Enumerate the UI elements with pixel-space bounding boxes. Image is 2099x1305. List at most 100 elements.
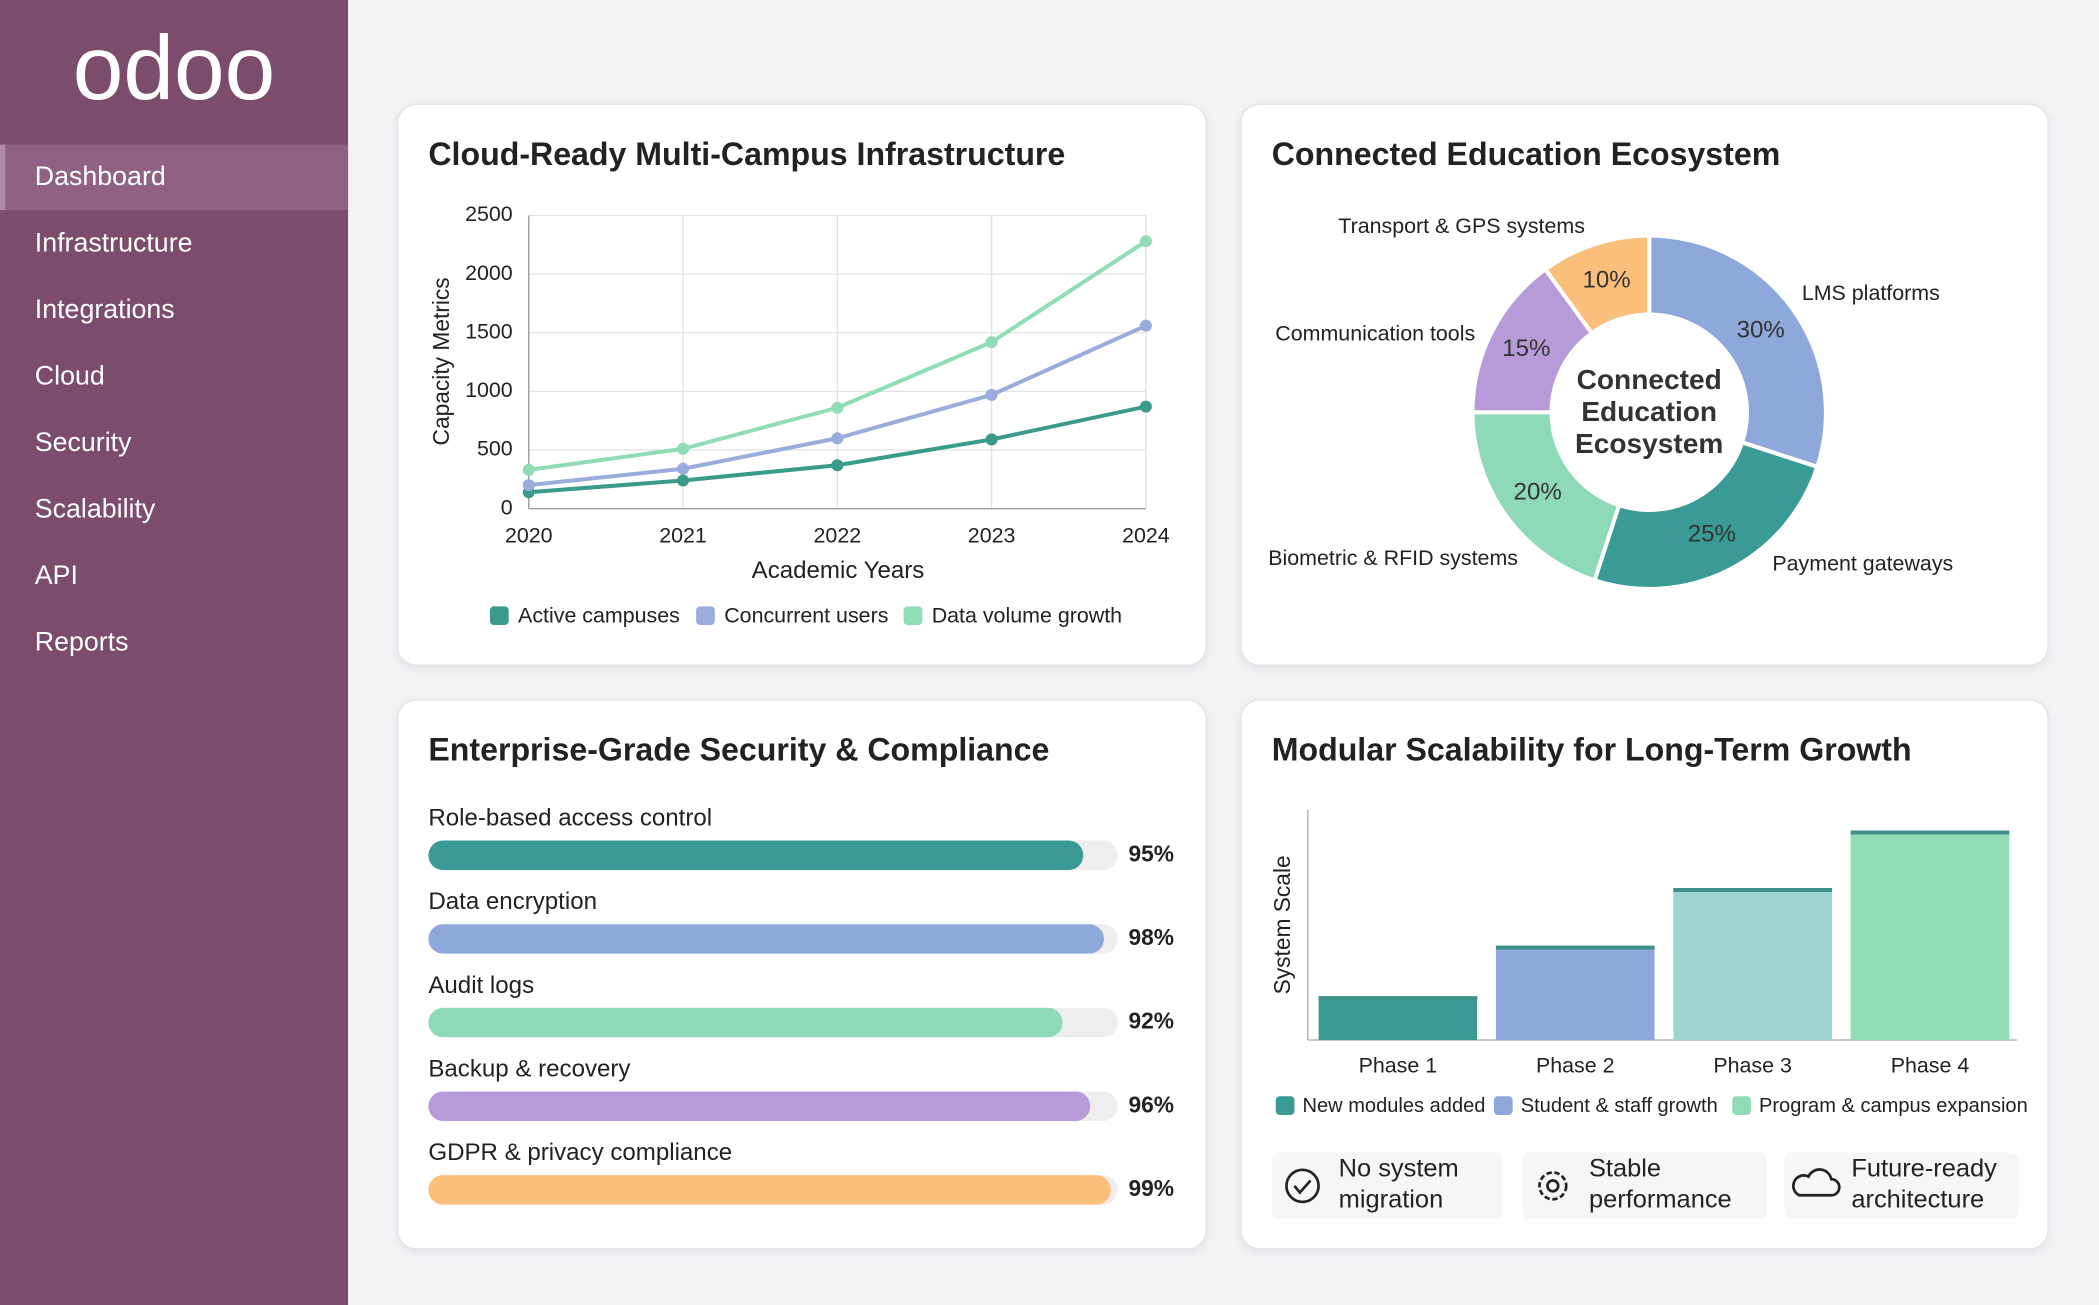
x-tick-label: 2021 [659,523,707,547]
slice-value-label: 10% [1583,266,1631,293]
card-title: Connected Education Ecosystem [1272,136,1781,172]
bar-value-label: 92% [1128,1008,1174,1034]
slice-label: Biometric & RFID systems [1268,546,1518,570]
slice-label: Payment gateways [1772,551,1953,575]
center-label: Connected [1577,364,1722,395]
nav-item[interactable]: Reports [35,627,129,657]
donut-slice [1470,410,1622,583]
bar [1850,830,2010,1040]
center-label: Education [1581,396,1717,427]
nav-menu: Dashboard Infrastructure Integrations Cloud… [0,144,349,657]
legend-swatch [903,606,923,626]
bar-value-label: 96% [1128,1091,1174,1117]
legend-swatch [489,606,509,626]
slice-label: Transport & GPS systems [1338,214,1585,238]
data-point [677,474,690,487]
y-tick-label: 1500 [465,319,513,343]
donut-slice [1542,233,1652,337]
feature-label: migration [1339,1185,1444,1213]
data-point [522,479,535,492]
bar [428,924,1104,954]
bar-value-label: 99% [1128,1175,1174,1201]
x-tick-label: 2023 [968,523,1016,547]
bar-category-label: Role-based access control [428,804,712,831]
nav-item[interactable]: Cloud [35,361,105,391]
slice-label: Communication tools [1275,321,1475,345]
nav-item[interactable]: Integrations [35,294,175,324]
bar [1673,888,1832,1040]
feature-icon [1792,1168,1841,1197]
data-point [677,442,690,455]
sidebar [0,0,349,1305]
nav-item[interactable]: API [35,560,78,590]
feature-label: No system [1339,1155,1459,1183]
feature-label: Stable [1589,1155,1661,1183]
legend-swatch [1275,1096,1295,1115]
bar-value-label: 95% [1128,840,1174,866]
data-point [985,388,998,401]
data-point [985,433,998,446]
nav-active [0,144,349,211]
slice-value-label: 30% [1737,317,1785,344]
y-axis-label: Capacity Metrics [428,277,454,445]
x-tick-label: 2022 [814,523,862,547]
card-title: Enterprise-Grade Security & Compliance [428,732,1049,768]
x-tick-label: 2024 [1122,523,1170,547]
feature-label: Future-ready [1851,1155,1997,1183]
card [396,103,1207,666]
legend-label: Student & staff growth [1521,1095,1718,1117]
slice-value-label: 25% [1688,520,1736,547]
legend-swatch [1493,1096,1513,1115]
nav-active-marker [0,144,6,211]
bar [428,840,1084,870]
bar-category-label: Audit logs [428,972,534,999]
data-point [522,463,535,476]
donut-slice [1647,233,1828,470]
legend-swatch [696,606,715,626]
legend-label: Active campuses [518,604,680,628]
bar [1495,945,1655,1040]
data-point [1139,400,1152,413]
bar-category-label: Data encryption [428,888,597,915]
slice-value-label: 15% [1502,335,1550,362]
data-point [831,401,844,414]
legend-swatch [1732,1096,1751,1115]
nav-item[interactable]: Infrastructure [35,228,193,258]
y-tick-label: 1000 [465,378,513,402]
bar [428,1007,1063,1038]
legend-label: Concurrent users [724,604,888,628]
y-tick-label: 500 [477,437,513,461]
x-tick-label: 2020 [505,523,553,547]
legend-label: Program & campus expansion [1759,1095,2028,1117]
nav-item[interactable]: Scalability [35,494,156,524]
feature-box [1271,1152,1504,1220]
card [1240,103,2049,666]
slice-value-label: 20% [1514,479,1562,506]
bar-category-label: GDPR & privacy compliance [428,1139,732,1166]
bar [428,1091,1091,1121]
logo: odoo [73,18,275,119]
data-point [1139,319,1152,332]
data-point [985,336,998,349]
data-point [831,432,844,445]
feature-icon [1293,1179,1312,1195]
y-tick-label: 2000 [465,261,513,285]
x-axis-label: Academic Years [752,557,925,584]
x-tick-label: Phase 2 [1536,1053,1615,1077]
data-point [677,462,690,475]
x-tick-label: Phase 4 [1891,1053,1970,1077]
card-title: Cloud-Ready Multi-Campus Infrastructure [428,136,1065,172]
bar [428,1175,1111,1205]
x-tick-label: Phase 3 [1713,1053,1792,1077]
donut-slice [1592,439,1820,591]
feature-box [1522,1152,1768,1220]
center-label: Ecosystem [1575,428,1723,459]
legend-label: Data volume growth [932,604,1122,628]
x-tick-label: Phase 1 [1359,1053,1438,1077]
nav-item[interactable]: Dashboard [35,161,166,191]
y-tick-label: 0 [501,495,513,519]
slice-label: LMS platforms [1802,281,1940,305]
nav-item[interactable]: Security [35,427,132,457]
feature-box [1784,1152,2019,1220]
